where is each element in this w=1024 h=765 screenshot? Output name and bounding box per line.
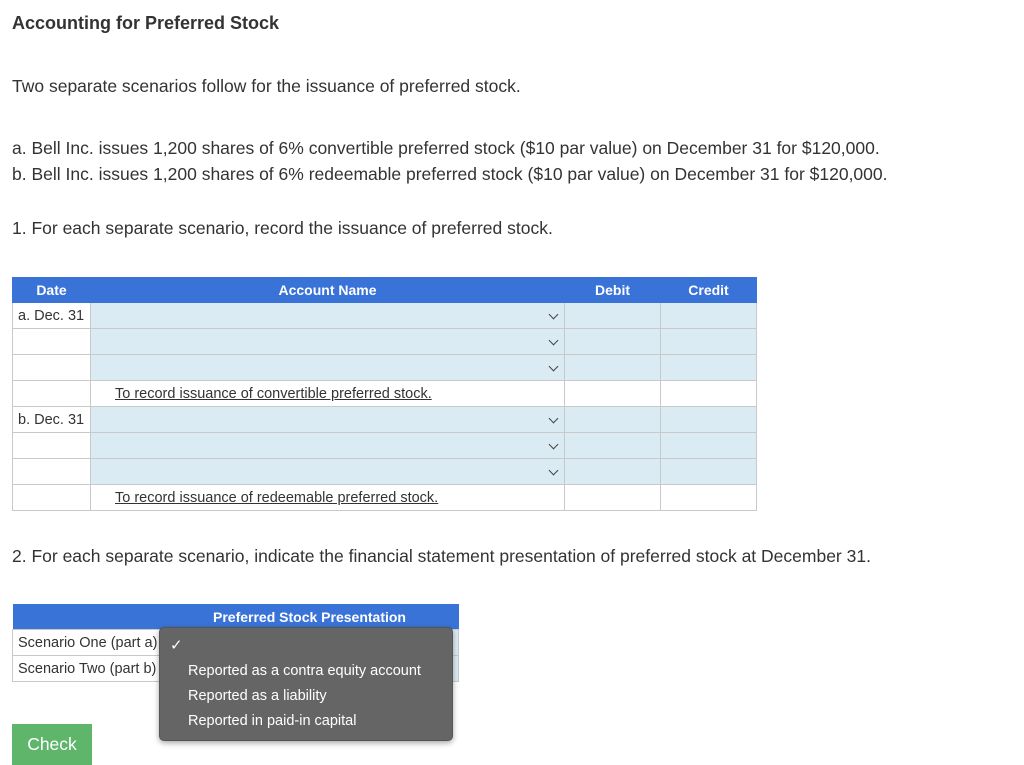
date-cell [12, 458, 91, 485]
account-name-header: Account Name [90, 277, 565, 303]
account-select[interactable] [90, 302, 565, 329]
journal-header-row: Date Account Name Debit Credit [12, 277, 757, 303]
date-cell: a. Dec. 31 [12, 302, 91, 329]
scenario-a-text: a. Bell Inc. issues 1,200 shares of 6% c… [12, 138, 880, 158]
table-row [12, 354, 757, 381]
checkmark-icon: ✓ [170, 637, 183, 654]
credit-input[interactable] [660, 302, 757, 329]
page-title: Accounting for Preferred Stock [12, 13, 280, 33]
date-cell [12, 380, 91, 407]
chevron-down-icon [548, 465, 559, 476]
table-row: To record issuance of redeemable preferr… [12, 484, 757, 511]
check-button[interactable]: Check [12, 724, 92, 765]
presentation-header-row: Preferred Stock Presentation [12, 604, 459, 630]
memo-cell: To record issuance of convertible prefer… [90, 380, 565, 407]
table-row: b. Dec. 31 [12, 406, 757, 433]
question-2: 2. For each separate scenario, indicate … [12, 546, 871, 566]
account-select[interactable] [90, 432, 565, 459]
table-row: To record issuance of convertible prefer… [12, 380, 757, 407]
debit-input[interactable] [564, 432, 661, 459]
scenario-one-label: Scenario One (part a) [12, 629, 161, 656]
credit-header: Credit [660, 277, 757, 303]
debit-input[interactable] [564, 328, 661, 355]
debit-input[interactable] [564, 406, 661, 433]
chevron-down-icon [548, 413, 559, 424]
debit-cell [564, 380, 661, 407]
table-row [12, 458, 757, 485]
debit-input[interactable] [564, 458, 661, 485]
scenario-two-label: Scenario Two (part b) [12, 655, 161, 682]
chevron-down-icon [548, 309, 559, 320]
chevron-down-icon [548, 335, 559, 346]
table-row: a. Dec. 31 [12, 302, 757, 329]
presentation-dropdown-menu: ✓ Reported as a contra equity account Re… [159, 627, 453, 741]
credit-input[interactable] [660, 406, 757, 433]
date-cell [12, 432, 91, 459]
presentation-header: Preferred Stock Presentation [160, 604, 459, 630]
dropdown-option[interactable]: Reported as a contra equity account [188, 663, 421, 679]
credit-cell [660, 484, 757, 511]
scenario-b-text: b. Bell Inc. issues 1,200 shares of 6% r… [12, 164, 888, 184]
debit-input[interactable] [564, 354, 661, 381]
date-header: Date [12, 277, 91, 303]
table-row [12, 328, 757, 355]
debit-header: Debit [564, 277, 661, 303]
date-cell [12, 328, 91, 355]
chevron-down-icon [548, 439, 559, 450]
dropdown-option[interactable]: Reported in paid-in capital [188, 713, 357, 729]
memo-cell: To record issuance of redeemable preferr… [90, 484, 565, 511]
account-select[interactable] [90, 354, 565, 381]
date-cell [12, 354, 91, 381]
memo-redeemable: To record issuance of redeemable preferr… [115, 489, 439, 506]
credit-input[interactable] [660, 354, 757, 381]
debit-input[interactable] [564, 302, 661, 329]
dropdown-option[interactable]: Reported as a liability [188, 688, 327, 704]
table-row [12, 432, 757, 459]
account-select[interactable] [90, 458, 565, 485]
credit-input[interactable] [660, 458, 757, 485]
question-1: 1. For each separate scenario, record th… [12, 218, 553, 238]
date-cell: b. Dec. 31 [12, 406, 91, 433]
credit-input[interactable] [660, 432, 757, 459]
account-select[interactable] [90, 406, 565, 433]
memo-convertible: To record issuance of convertible prefer… [115, 385, 432, 402]
presentation-blank-header [12, 604, 161, 630]
chevron-down-icon [548, 361, 559, 372]
credit-input[interactable] [660, 328, 757, 355]
debit-cell [564, 484, 661, 511]
intro-text: Two separate scenarios follow for the is… [12, 76, 521, 96]
credit-cell [660, 380, 757, 407]
account-select[interactable] [90, 328, 565, 355]
journal-table: Date Account Name Debit Credit a. Dec. 3… [12, 277, 757, 511]
date-cell [12, 484, 91, 511]
